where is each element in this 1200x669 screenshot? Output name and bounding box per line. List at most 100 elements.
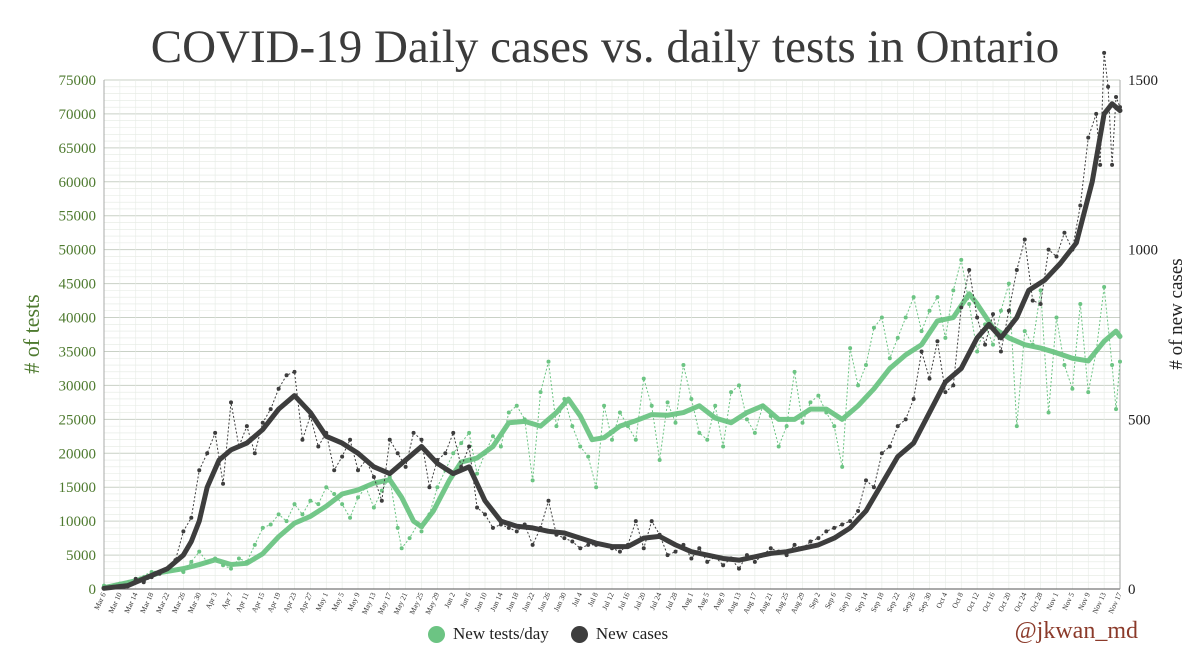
point-tests-daily [617, 410, 622, 415]
point-tests-daily [1038, 288, 1043, 293]
y-tick-label-left: 0 [89, 582, 97, 598]
x-tick-label: Apr 3 [203, 591, 219, 611]
point-tests-daily [935, 295, 940, 300]
x-tick-label: Jun 22 [520, 591, 537, 613]
y-tick-label-right: 1500 [1128, 73, 1158, 89]
point-tests-daily [816, 393, 821, 398]
point-tests-daily [911, 295, 916, 300]
point-cases-daily [292, 369, 297, 374]
point-cases-daily [943, 390, 948, 395]
point-tests-daily [197, 549, 202, 554]
point-cases-daily [1102, 50, 1107, 55]
point-cases-daily [356, 468, 360, 473]
x-tick-label: Oct 24 [1012, 591, 1029, 613]
point-cases-daily [697, 546, 702, 551]
chart-title: COVID-19 Daily cases vs. daily tests in … [150, 21, 1060, 73]
point-cases-daily [530, 542, 535, 547]
point-tests-daily [1102, 284, 1107, 289]
x-tick-label: Nov 5 [1060, 591, 1076, 612]
point-tests-daily [340, 502, 345, 507]
point-tests-daily [649, 403, 654, 408]
series-cases-daily-line [103, 52, 1121, 589]
point-cases-daily [752, 559, 757, 564]
x-tick-label: May 1 [314, 591, 330, 613]
point-cases-daily [879, 451, 884, 456]
x-tick-label: May 9 [345, 591, 361, 613]
point-cases-daily [475, 505, 480, 510]
point-tests-daily [1022, 329, 1027, 334]
x-tick-label: Oct 4 [934, 591, 949, 610]
x-tick-label: Jul 8 [586, 591, 600, 608]
point-tests-daily [919, 329, 924, 334]
point-tests-daily [284, 519, 289, 524]
point-tests-daily [348, 515, 353, 520]
point-cases-daily [903, 417, 908, 422]
point-tests-daily [451, 451, 456, 456]
point-tests-daily [332, 491, 337, 496]
point-cases-daily [395, 451, 400, 456]
point-cases-daily [998, 349, 1003, 354]
point-cases-daily [737, 566, 741, 571]
point-cases-daily [721, 563, 726, 568]
point-cases-daily [570, 539, 575, 544]
point-cases-daily [856, 508, 861, 513]
x-tick-label: Sep 26 [901, 591, 918, 614]
point-cases-daily [340, 454, 345, 459]
x-tick-label: Jun 30 [552, 591, 569, 613]
point-tests-daily [260, 525, 265, 530]
x-tick-label: Jul 12 [600, 591, 616, 611]
point-cases-daily [808, 539, 813, 544]
point-cases-daily [379, 498, 384, 503]
point-cases-daily [848, 519, 853, 524]
point-tests-daily [713, 403, 718, 408]
point-tests-daily [324, 485, 329, 490]
legend-marker-tests [428, 625, 445, 643]
point-cases-daily [467, 444, 472, 449]
point-tests-daily [641, 376, 646, 381]
point-cases-daily [816, 536, 821, 541]
point-cases-daily [689, 556, 694, 561]
point-cases-daily [300, 437, 305, 442]
point-cases-daily [840, 522, 845, 527]
point-tests-daily [538, 390, 543, 395]
x-tick-label: Oct 8 [950, 591, 965, 610]
legend-item-cases: New cases [570, 624, 669, 644]
x-tick-label: Jun 26 [536, 591, 553, 613]
point-tests-daily [895, 335, 900, 340]
point-tests-daily [236, 556, 241, 561]
point-tests-daily [975, 349, 980, 354]
point-cases-daily [229, 400, 233, 405]
x-tick-label: Sep 30 [916, 591, 933, 614]
point-tests-daily [729, 390, 734, 395]
point-tests-daily [871, 325, 876, 330]
point-cases-daily [1030, 298, 1035, 303]
x-tick-label: Oct 16 [980, 591, 997, 613]
point-cases-daily [586, 542, 591, 547]
point-tests-daily [903, 315, 908, 320]
point-tests-daily [292, 502, 297, 507]
x-tick-label: Nov 17 [1106, 591, 1124, 615]
point-tests-daily [316, 502, 321, 507]
point-cases-daily [1086, 135, 1091, 140]
point-cases-daily [244, 424, 249, 429]
point-tests-daily [308, 498, 313, 503]
legend: New tests/day New cases [428, 624, 690, 644]
x-tick-label: Sep 2 [807, 591, 822, 610]
point-tests-daily [1046, 410, 1051, 415]
x-tick-label: Jul 16 [616, 591, 632, 611]
point-tests-daily [371, 505, 376, 510]
point-cases-daily [824, 529, 829, 534]
point-tests-daily [681, 363, 686, 368]
point-tests-daily [991, 342, 995, 347]
point-cases-daily [181, 529, 186, 534]
y-tick-label-right: 0 [1128, 582, 1136, 598]
point-cases-daily [443, 451, 448, 456]
point-cases-daily [935, 339, 940, 344]
legend-label-cases: New cases [595, 624, 669, 643]
point-cases-daily [951, 383, 956, 388]
point-cases-daily [546, 498, 551, 503]
point-tests-daily [1110, 363, 1115, 368]
legend-item-tests: New tests/day [428, 624, 549, 644]
point-tests-daily [927, 308, 932, 313]
point-tests-daily [689, 396, 694, 401]
